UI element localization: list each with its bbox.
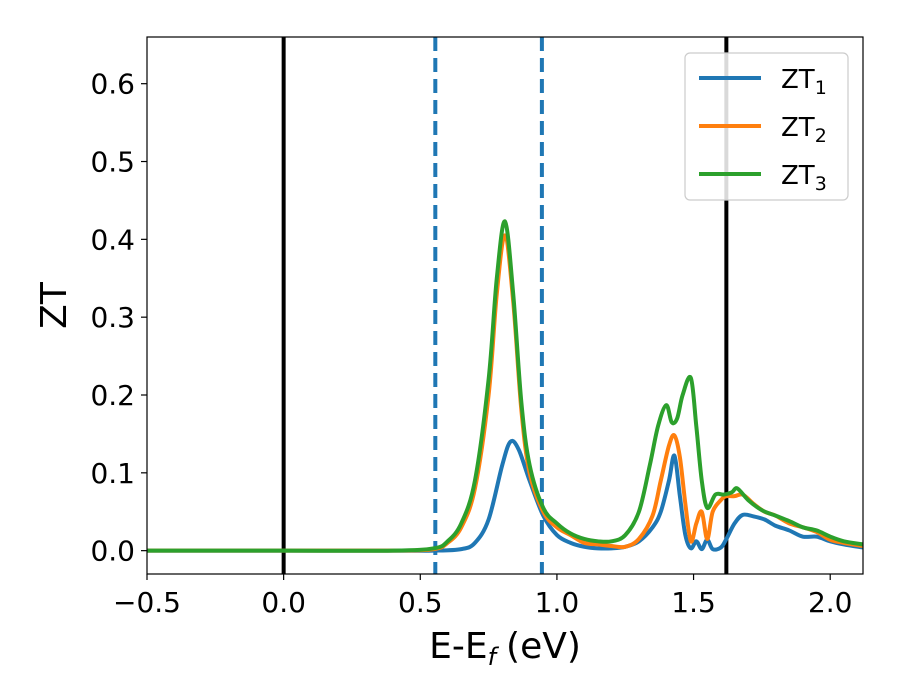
series-line-zt3: [147, 219, 863, 553]
plot-frame: [146, 36, 864, 575]
legend-label-zt1: ZT1: [781, 65, 827, 99]
series-lines: [147, 219, 863, 553]
series-line-zt2: [147, 233, 863, 553]
legend: ZT1 ZT2 ZT3: [684, 52, 849, 201]
y-tick-label: 0.6: [90, 68, 135, 101]
y-tick-label: 0.5: [90, 146, 135, 179]
y-tick-label: 0.3: [90, 301, 135, 334]
x-tick-label: 1.5: [671, 586, 716, 619]
series-line-zt1: [147, 438, 863, 553]
y-tick-label: 0.2: [90, 379, 135, 412]
legend-label-zt2: ZT2: [781, 113, 827, 147]
y-tick-label: 0.4: [90, 223, 135, 256]
y-axis-ticks: 0.0 0.1 0.2 0.3 0.4 0.5 0.6: [90, 68, 147, 568]
x-tick-label: −0.5: [113, 586, 181, 619]
legend-box: [684, 52, 849, 201]
x-axis-ticks: −0.5 0.0 0.5 1.0 1.5 2.0: [113, 574, 852, 619]
x-tick-label: 0.0: [261, 586, 306, 619]
y-axis-label: ZT: [34, 281, 75, 329]
x-axis-label: E-Ef (eV): [429, 626, 581, 671]
x-tick-label: 0.5: [398, 586, 443, 619]
x-tick-label: 1.0: [535, 586, 580, 619]
x-tick-label: 2.0: [808, 586, 853, 619]
y-tick-label: 0.1: [90, 457, 135, 490]
y-tick-label: 0.0: [90, 535, 135, 568]
legend-label-zt3: ZT3: [781, 161, 827, 195]
